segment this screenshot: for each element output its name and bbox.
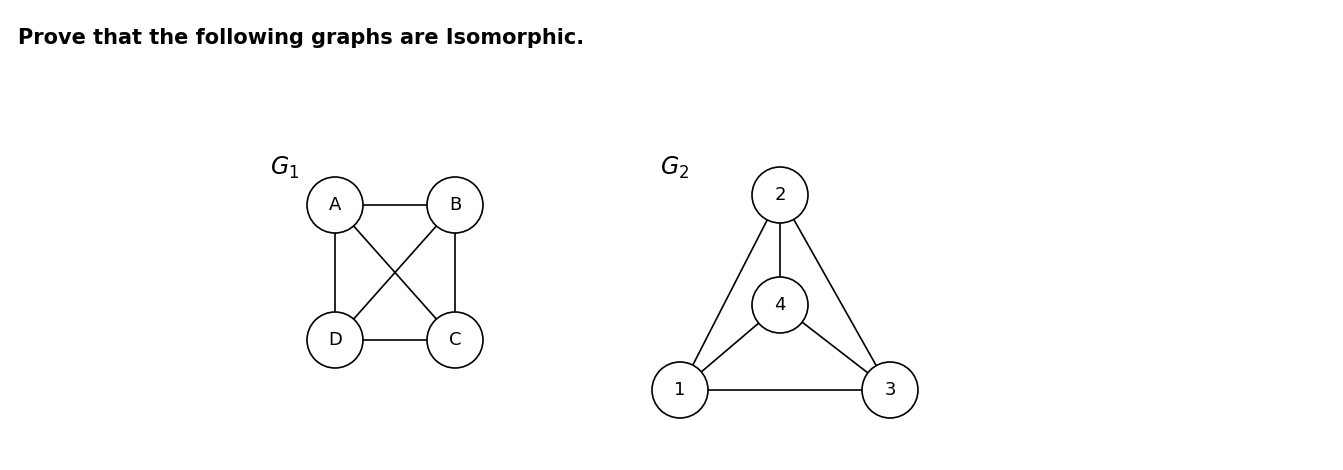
Circle shape xyxy=(427,312,483,368)
Circle shape xyxy=(752,167,808,223)
Text: A: A xyxy=(329,196,341,214)
Text: 1: 1 xyxy=(674,381,686,399)
Text: 3: 3 xyxy=(884,381,896,399)
Text: D: D xyxy=(328,331,342,349)
Text: $G_1$: $G_1$ xyxy=(270,155,299,181)
Circle shape xyxy=(752,277,808,333)
Circle shape xyxy=(651,362,708,418)
Circle shape xyxy=(308,312,363,368)
Text: 2: 2 xyxy=(775,186,786,204)
Text: Prove that the following graphs are Isomorphic.: Prove that the following graphs are Isom… xyxy=(17,28,584,48)
Circle shape xyxy=(308,177,363,233)
Text: 4: 4 xyxy=(775,296,786,314)
Text: $G_2$: $G_2$ xyxy=(659,155,689,181)
Text: C: C xyxy=(449,331,461,349)
Circle shape xyxy=(862,362,919,418)
Circle shape xyxy=(427,177,483,233)
Text: B: B xyxy=(449,196,461,214)
